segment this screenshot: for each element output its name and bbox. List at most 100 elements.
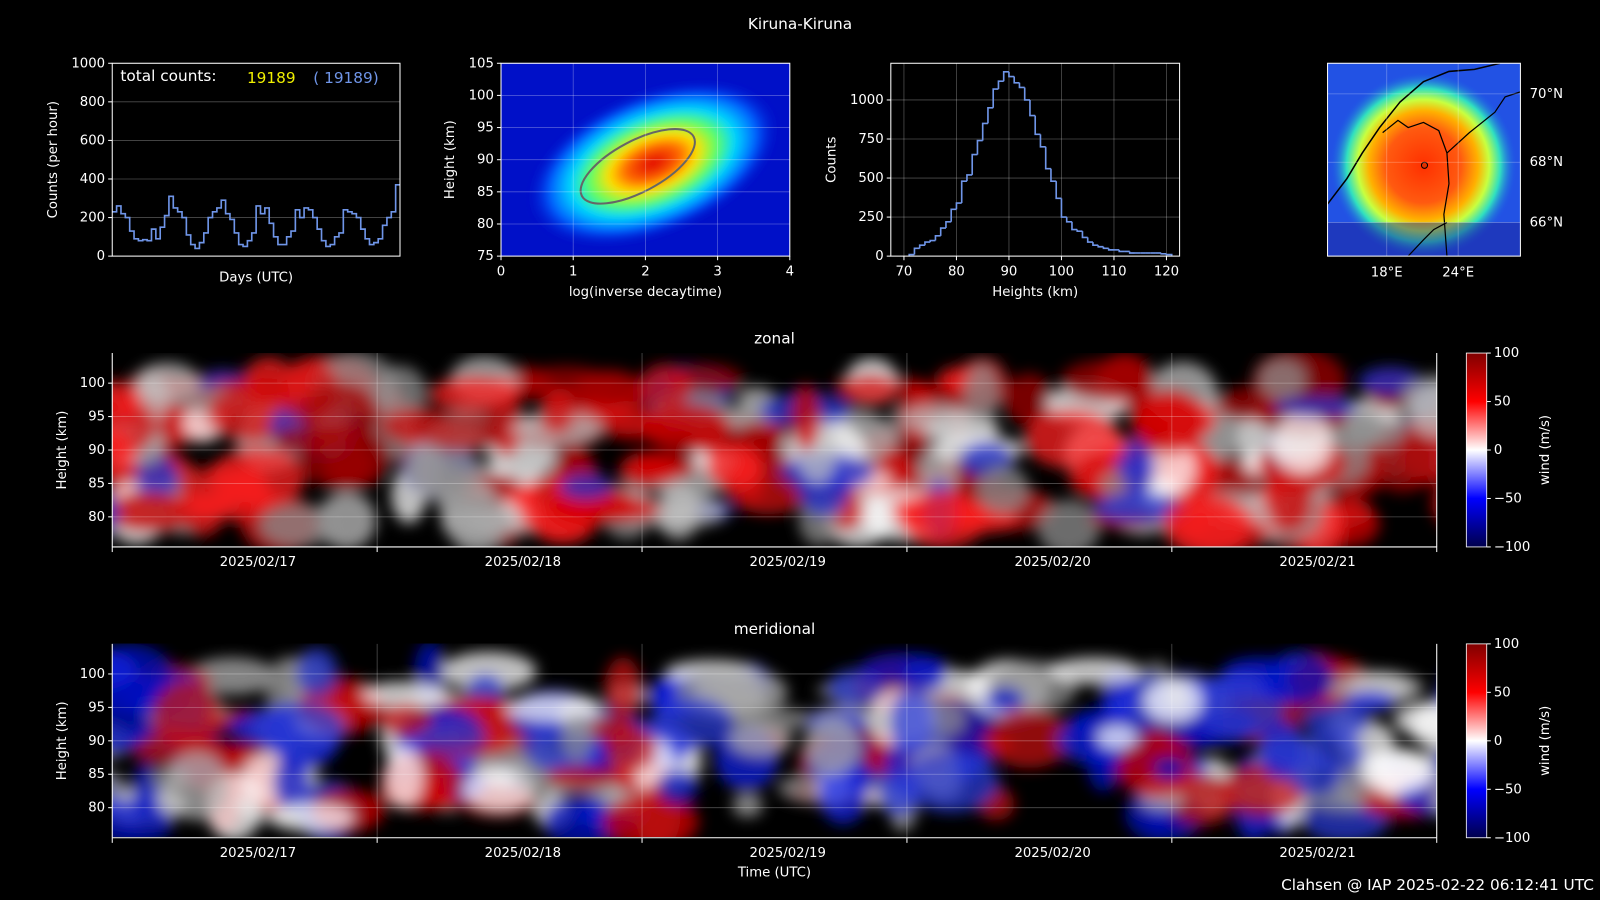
wind-blob <box>901 404 976 434</box>
wind-blob <box>598 401 659 435</box>
lon-label: 24°E <box>1442 265 1474 280</box>
wind-blob <box>604 725 657 772</box>
colorbar <box>1465 643 1488 839</box>
histogram-bin <box>1092 242 1099 247</box>
wind-blob <box>803 716 861 776</box>
wind-blob <box>818 760 868 825</box>
wind-blob <box>152 680 222 749</box>
wind-blob <box>164 751 229 821</box>
x-tick-label: 2 <box>641 264 649 279</box>
wind-blob <box>1092 492 1186 526</box>
histogram-bin <box>1008 71 1015 78</box>
y-tick-label: 100 <box>80 376 105 391</box>
y-tick-label: 90 <box>88 734 105 749</box>
wind-blob <box>732 793 763 818</box>
y-tick-label: 95 <box>477 121 494 136</box>
wind-blob <box>112 491 194 534</box>
wind-blob <box>1133 389 1207 455</box>
figure-title: Kiruna-Kiruna <box>748 15 852 33</box>
wind-blob <box>1037 499 1101 547</box>
x-tick-label: 2025/02/18 <box>485 555 561 570</box>
footer: Clahsen @ IAP 2025-02-22 06:12:41 UTC <box>1281 876 1594 894</box>
histogram-bin <box>1034 115 1041 136</box>
histogram-bin <box>1013 76 1020 84</box>
axes-frame <box>500 62 791 257</box>
colorbar-tick-label: −50 <box>1494 491 1522 506</box>
histogram-bin <box>992 88 999 108</box>
map-frame <box>1327 62 1521 257</box>
histogram-bin <box>955 202 962 210</box>
wind-blob <box>359 681 451 708</box>
wind-blob <box>258 504 338 547</box>
x-tick-label: 2025/02/18 <box>485 846 561 861</box>
histogram-bin <box>939 227 946 236</box>
lat-label: 68°N <box>1530 155 1563 170</box>
histogram-bin <box>924 241 931 246</box>
wind-blob <box>302 382 380 446</box>
y-tick-label: 80 <box>88 801 105 816</box>
y-tick-label: 250 <box>858 210 883 225</box>
wind-blob <box>903 751 999 813</box>
wind-blob <box>1430 774 1437 814</box>
wind-blob <box>440 651 537 691</box>
wind-blob <box>112 694 152 755</box>
histogram-bin <box>981 122 988 141</box>
wind-blobs <box>112 643 1562 837</box>
wind-blob <box>112 393 157 459</box>
histogram-bin <box>1160 252 1167 255</box>
wind-blob <box>1477 669 1562 710</box>
wind-blob <box>112 771 126 800</box>
x-tick-label: 4 <box>786 264 794 279</box>
y-axis-label: Height (km) <box>55 701 70 780</box>
lat-label: 66°N <box>1530 215 1563 230</box>
wind-blob <box>544 765 617 790</box>
colorbar-tick-label: 100 <box>1494 637 1519 652</box>
y-tick-label: 90 <box>477 153 494 168</box>
histogram-bin <box>971 153 978 175</box>
wind-blob <box>1406 383 1437 439</box>
wind-blob <box>538 391 575 435</box>
wind-blob <box>899 490 987 547</box>
wind-blob <box>1433 401 1437 424</box>
colorbar-tick-label: 100 <box>1494 346 1519 361</box>
histogram-bin <box>1018 82 1025 89</box>
y-tick-label: 85 <box>88 476 105 491</box>
histogram-bin <box>1029 99 1036 117</box>
x-tick-label: 2025/02/19 <box>750 846 826 861</box>
wind-blob <box>1433 693 1437 705</box>
colorbar-label: wind (m/s) <box>1538 706 1553 776</box>
histogram-bin <box>918 244 925 249</box>
y-axis-label: Height (km) <box>443 120 458 199</box>
histogram-bin <box>1050 168 1057 182</box>
wind-blob <box>985 686 1024 712</box>
y-tick-label: 400 <box>80 172 105 187</box>
colorbar-label: wind (m/s) <box>1538 415 1553 485</box>
total-counts-bracket: ( 19189) <box>313 69 378 87</box>
annotation: total counts: <box>120 67 216 85</box>
wind-blob <box>560 714 595 762</box>
histogram-bin <box>1097 245 1104 248</box>
histogram-bin <box>960 180 967 204</box>
x-tick-label: 100 <box>1049 264 1074 279</box>
y-tick-label: 105 <box>469 56 494 71</box>
wind-blob <box>558 473 613 500</box>
y-tick-label: 500 <box>858 171 883 186</box>
histogram-bin <box>1023 87 1030 101</box>
x-tick-label: 70 <box>896 264 913 279</box>
histogram-bin <box>1118 249 1125 253</box>
wind-blob <box>657 768 699 805</box>
map-image <box>1327 63 1521 257</box>
histogram-bin <box>1039 134 1046 148</box>
wind-blob <box>1271 412 1333 474</box>
colorbar-tick-label: 50 <box>1494 395 1511 410</box>
colorbar <box>1465 352 1488 548</box>
histogram-bin <box>966 174 973 182</box>
wind-blob <box>270 803 355 833</box>
wind-blob <box>1273 395 1358 418</box>
x-tick-label: 3 <box>713 264 721 279</box>
y-tick-label: 0 <box>97 249 105 264</box>
wind-blob <box>112 428 136 477</box>
wind-blob <box>1258 358 1307 400</box>
